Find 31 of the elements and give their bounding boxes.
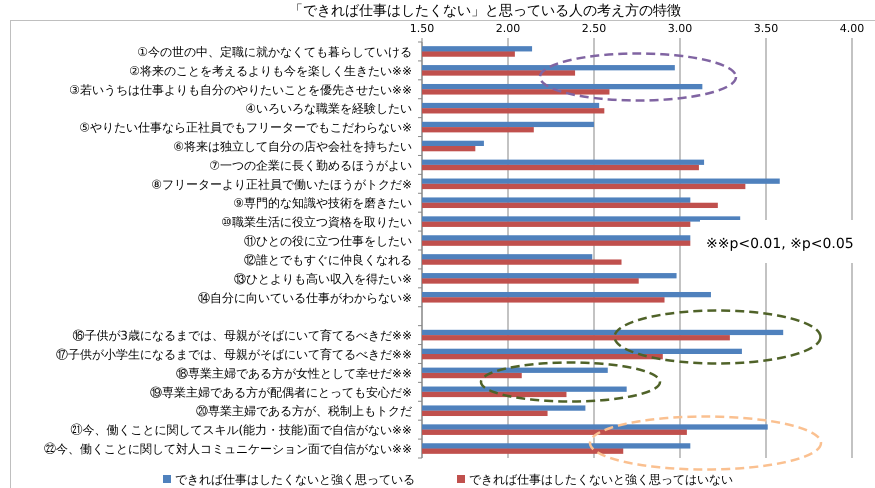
x-tick-label: 3.50 [754,22,778,35]
x-tick-label: 2.00 [496,22,520,35]
y-tick-label: ⑥将来は独立して自分の店や会社を持ちたい [173,140,412,154]
y-tick-label: ⑩職業生活に役立つ資格を取りたい [221,215,412,230]
y-tick-label: ㉑今、働くことに関してスキル(能力・技能)面で自信がない※※ [70,423,412,438]
x-tick-label: 3.00 [668,22,692,35]
y-tick-label: ⑫誰とでもすぐに仲良くなれる [244,252,412,267]
title: 「できれば仕事はしたくない」と思っている人の考え方の特徴 [289,3,681,19]
x-tick-label: 4.00 [840,22,864,35]
y-tick-label: ⑯子供が3歳になるまでは、母親がそばにいて育てるべきだ※※ [72,328,412,343]
y-tick-label: ⑭自分に向いている仕事がわからない※ [198,290,412,305]
y-tick-label: ㉒今、働くことに関して対人コミュニケーション面で自信がない※※ [44,442,412,456]
x-tick-label: 1.50 [410,22,434,35]
y-tick-label: ④いろいろな職業を経験したい [245,102,412,116]
x-tick-label: 2.50 [582,22,606,35]
legend-label: できれば仕事はしたくないと強く思ってはいない [469,472,733,486]
y-tick-label: ⑱専業主婦である方が女性として幸せだ※※ [176,366,412,380]
y-tick-label: ⑳専業主婦である方が、税制上もトクだ [196,404,412,418]
y-tick-label: ⑪ひとの役に立つ仕事をしたい [244,234,412,248]
y-tick-label: ⑲専業主婦である方が配偶者にとっても安心だ※ [150,385,412,400]
y-tick-label: ⑧フリーターより正社員で働いたほうがトクだ※ [151,177,412,192]
y-tick-label: ③若いうちは仕事よりも自分のやりたいことを優先させたい※※ [69,82,412,97]
y-tick-label: ⑨専門的な知識や技術を磨きたい [233,196,412,210]
legend-label: できれば仕事はしたくないと強く思っている [175,472,415,486]
annotation: ※※p<0.01, ※p<0.05 [706,236,854,252]
y-tick-label: ②将来のことを考えるよりも今を楽しく生きたい※※ [129,64,412,78]
y-tick-label: ⑦一つの企業に長く勤めるほうがよい [209,158,412,172]
y-tick-label: ①今の世の中、定職に就かなくても暮らしていける [137,44,412,59]
y-tick-label: ⑬ひとよりも高い収入を得たい※ [234,272,412,286]
y-tick-label: ⑰子供が小学生になるまでは、母親がそばにいて育てるべきだ※※ [56,348,412,362]
y-tick-label: ⑤やりたい仕事なら正社員でもフリーターでもこだわらない※ [79,120,412,135]
